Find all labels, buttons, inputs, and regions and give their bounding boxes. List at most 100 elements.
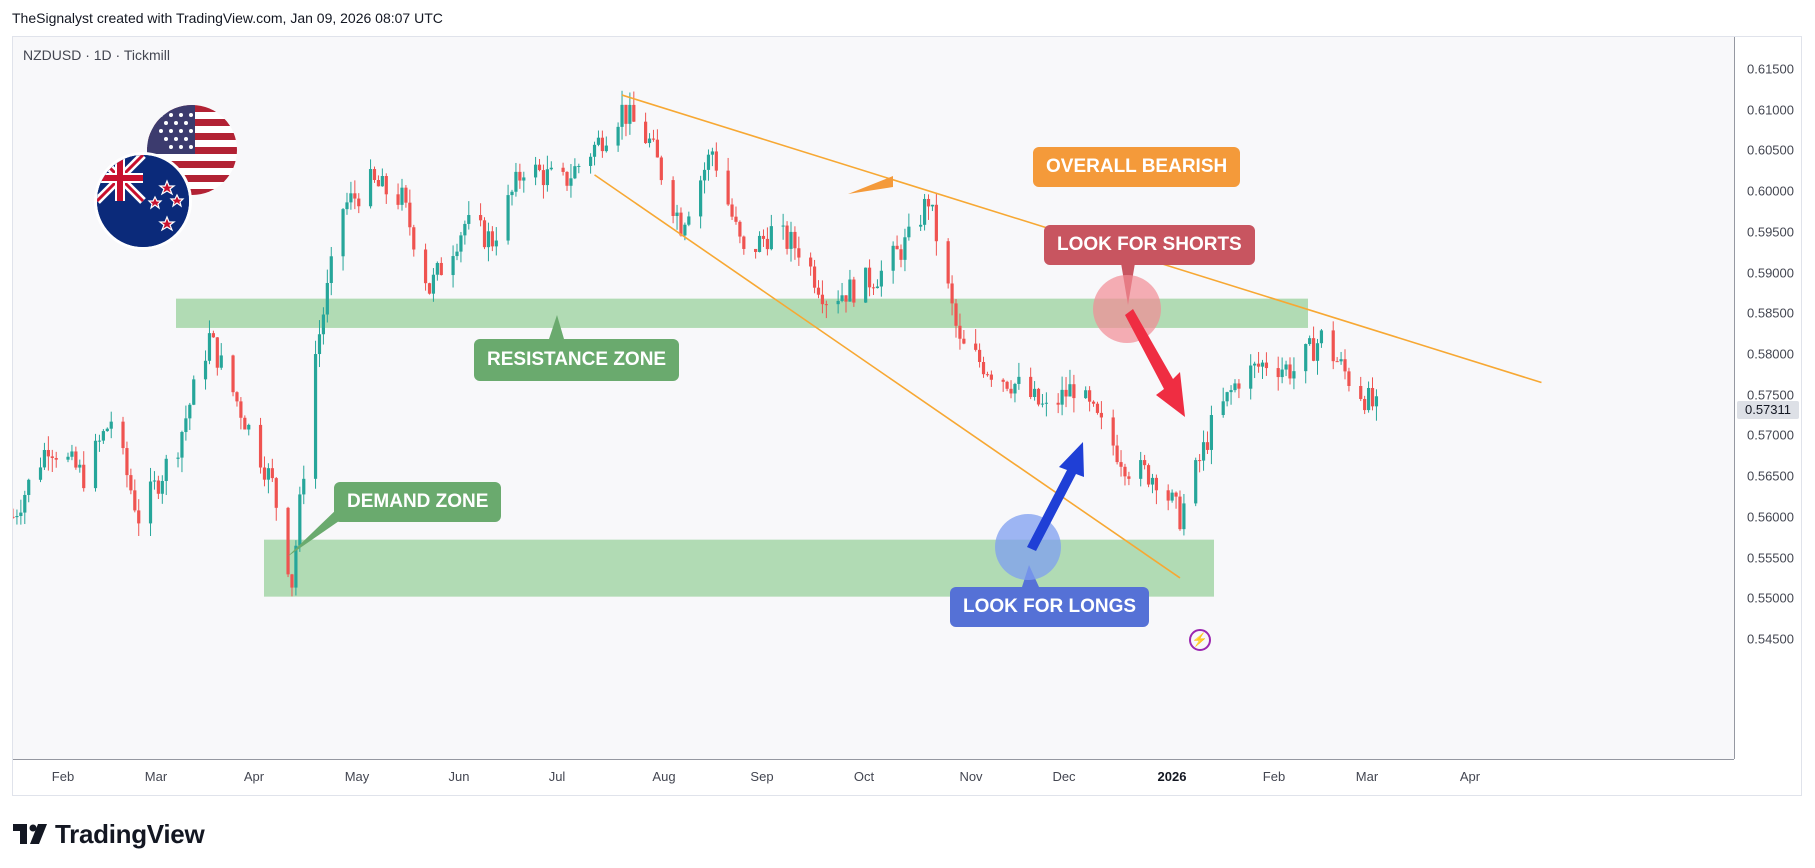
candle-body — [687, 216, 691, 225]
chart-plot[interactable] — [13, 37, 1734, 759]
candle-body — [537, 164, 542, 171]
candle-body — [919, 224, 923, 227]
time-axis[interactable]: Feb Mar Apr May Jun Jul Aug Sep Oct Nov Dec 2026 Feb… — [13, 759, 1734, 796]
candle-body — [985, 374, 990, 376]
candle-body — [325, 282, 329, 315]
candle-body — [467, 215, 471, 224]
candle-body — [789, 231, 793, 249]
price-tick-label: 0.54500 — [1747, 631, 1794, 647]
candle-body — [431, 274, 436, 294]
candle-body — [66, 456, 70, 460]
price-axis[interactable]: 0.61500 0.61000 0.60500 0.60000 0.59500 0.590… — [1734, 37, 1802, 759]
candle-body — [1123, 466, 1127, 477]
price-tick-label: 0.55000 — [1747, 590, 1794, 606]
candle-body — [372, 169, 377, 180]
overall-bearish-pointer — [848, 176, 893, 194]
candle-body — [561, 167, 565, 172]
candle-body — [290, 574, 294, 588]
candle-body — [1221, 401, 1225, 416]
price-tick-label: 0.61000 — [1747, 102, 1794, 118]
candle-body — [1209, 415, 1214, 450]
chart-caption: TheSignalyst created with TradingView.co… — [12, 10, 443, 26]
candle-body — [298, 494, 302, 546]
candle-body — [981, 362, 986, 375]
candle-body — [761, 235, 766, 239]
candle-body — [1095, 403, 1100, 413]
candle-body — [215, 337, 219, 368]
candle-body — [455, 251, 459, 257]
candle-body — [699, 180, 703, 217]
price-tick-label: 0.58000 — [1747, 346, 1794, 362]
candle-body — [1032, 388, 1037, 398]
chart-frame[interactable]: NZDUSD · 1D · Tickmill — [12, 36, 1802, 796]
candle-body — [514, 171, 518, 192]
candle-body — [671, 180, 675, 216]
candle-body — [852, 279, 856, 303]
candle-body — [164, 458, 168, 482]
candle-body — [1111, 417, 1115, 446]
candle-body — [42, 449, 47, 468]
candle-body — [1091, 401, 1096, 404]
candle-body — [879, 270, 883, 287]
candle-body — [262, 467, 267, 480]
candle-body — [1253, 363, 1257, 366]
candle-body — [1335, 361, 1339, 363]
lightning-icon[interactable]: ⚡ — [1189, 629, 1211, 651]
candle-body — [1359, 385, 1363, 399]
time-tick-label: Dec — [1052, 769, 1076, 784]
candle-body — [463, 223, 467, 236]
candle-body — [644, 121, 648, 144]
candle-body — [160, 481, 164, 494]
candle-body — [533, 164, 538, 178]
candle-body — [675, 212, 679, 216]
candle-body — [710, 151, 715, 155]
candle-body — [769, 226, 773, 250]
candle-body — [891, 245, 895, 271]
candle-body — [27, 479, 31, 495]
candle-body — [46, 449, 50, 457]
candle-body — [321, 314, 326, 335]
candle-body — [400, 187, 404, 205]
candle-body — [1292, 371, 1296, 379]
candle-body — [152, 480, 157, 482]
candle-body — [404, 187, 408, 203]
plot-area[interactable] — [13, 37, 1734, 759]
candle-body — [659, 157, 663, 181]
candle-body — [1264, 362, 1269, 369]
candle-body — [121, 421, 125, 449]
candle-body — [785, 225, 789, 249]
candle-body — [50, 456, 54, 458]
candle-body — [176, 457, 180, 459]
price-tick-label: 0.58500 — [1747, 305, 1794, 321]
candle-body — [270, 468, 274, 479]
candle-body — [816, 287, 821, 295]
candle-body — [1315, 343, 1320, 361]
time-tick-label: 2026 — [1157, 769, 1187, 784]
candle-body — [573, 166, 577, 179]
resistance-zone-label: RESISTANCE ZONE — [474, 339, 680, 381]
candle-body — [357, 198, 361, 207]
candle-body — [510, 191, 514, 196]
candle-body — [1311, 338, 1316, 361]
price-tick-label: 0.59500 — [1747, 224, 1794, 240]
candle-body — [125, 448, 129, 476]
candle-body — [977, 349, 982, 363]
candle-body — [1174, 492, 1178, 497]
candle-body — [903, 237, 907, 260]
candle-body — [565, 171, 569, 186]
candle-body — [1280, 369, 1284, 378]
time-tick-label: Mar — [144, 769, 168, 784]
candle-body — [1260, 362, 1265, 367]
candle-body — [1276, 368, 1280, 378]
candle-body — [793, 231, 797, 249]
time-tick-label: Apr — [1459, 769, 1481, 784]
tradingview-logo[interactable]: TradingView — [13, 818, 205, 850]
new-zealand-flag — [97, 155, 189, 247]
candle-body — [1225, 392, 1229, 402]
candle-body — [1284, 364, 1288, 370]
candle-body — [754, 248, 758, 252]
candle-body — [1017, 376, 1021, 384]
candle-body — [1088, 390, 1092, 402]
candle-body — [989, 374, 993, 380]
candle-body — [930, 204, 935, 207]
